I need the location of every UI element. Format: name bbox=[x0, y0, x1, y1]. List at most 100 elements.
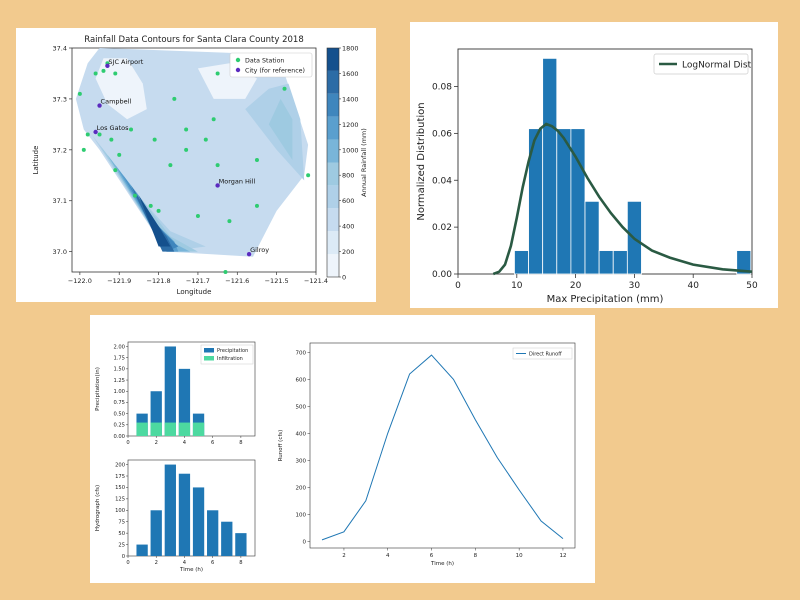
x-axis-label: Longitude bbox=[177, 288, 212, 296]
colorbar-level bbox=[327, 185, 339, 209]
y-tick-label: 200 bbox=[115, 462, 125, 468]
legend-label: Data Station bbox=[245, 58, 284, 65]
colorbar-level bbox=[327, 162, 339, 186]
y-axis-label: Latitude bbox=[32, 146, 40, 175]
x-tick-label: 50 bbox=[746, 281, 758, 291]
data-station-point bbox=[129, 127, 134, 132]
legend-marker bbox=[235, 57, 241, 63]
y-tick-label: 37.3 bbox=[53, 95, 67, 103]
precipitation-chart: 0 2 4 6 8 0.00 0.25 0.50 0.75 1.00 1.25 1.50 1.75 2.0… bbox=[95, 341, 256, 445]
data-station-point bbox=[117, 152, 122, 157]
y-tick-label: 500 bbox=[296, 404, 307, 410]
y-tick-label: 175 bbox=[115, 474, 125, 480]
contour-east-1 bbox=[268, 98, 293, 160]
city-label: Los Gatos bbox=[97, 124, 129, 132]
y-tick-label: 600 bbox=[296, 377, 307, 383]
y-tick-label: 50 bbox=[118, 531, 125, 537]
y-axis-label: Hydrograph (cfs) bbox=[95, 485, 101, 531]
x-tick-label: −121.5 bbox=[265, 277, 289, 285]
x-tick-label: −121.8 bbox=[147, 277, 171, 285]
colorbar-level bbox=[327, 48, 339, 71]
x-axis-label: Time (h) bbox=[179, 567, 203, 573]
data-station-point bbox=[93, 71, 98, 76]
x-tick-label: 0 bbox=[126, 560, 129, 566]
histogram-chart: 0 10 20 30 40 50 0.00 0.02 0.04 0.06 0.08 Max Preci… bbox=[416, 48, 758, 305]
plot-area bbox=[309, 342, 576, 549]
colorbar-level bbox=[327, 70, 339, 94]
city-point bbox=[246, 251, 252, 257]
y-tick-label: 0.00 bbox=[432, 270, 452, 280]
x-tick-label: 10 bbox=[516, 553, 523, 559]
y-axis-label: Runoff (cfs) bbox=[278, 430, 284, 462]
histogram-bar bbox=[542, 57, 558, 275]
data-station-point bbox=[77, 91, 82, 96]
contour-map-chart: Rainfall Data Contours for Santa Clara C… bbox=[32, 35, 368, 296]
histogram-bar bbox=[612, 250, 628, 275]
plot-area bbox=[127, 459, 256, 557]
x-tick-label: 30 bbox=[629, 281, 641, 291]
colorbar-tick-label: 1000 bbox=[342, 146, 359, 154]
runoff-chart: 2 4 6 8 10 12 0 100 200 300 400 500 600 700 Time (h) Ru… bbox=[278, 342, 576, 567]
colorbar-tick-label: 200 bbox=[342, 248, 354, 256]
y-tick-label: 0.50 bbox=[113, 411, 125, 417]
city-point bbox=[215, 183, 220, 188]
x-tick-label: 2 bbox=[155, 560, 158, 566]
colorbar-tick-label: 800 bbox=[342, 172, 354, 180]
data-station-point bbox=[168, 163, 173, 168]
city-label: SJC Airport bbox=[108, 58, 143, 66]
y-tick-label: 100 bbox=[296, 512, 307, 518]
data-station-point bbox=[152, 137, 157, 142]
colorbar-tick-label: 600 bbox=[342, 197, 354, 205]
legend-swatch bbox=[204, 356, 214, 361]
colorbar-level bbox=[327, 116, 339, 140]
y-tick-label: 400 bbox=[296, 431, 307, 437]
x-tick-label: 4 bbox=[183, 440, 187, 445]
y-tick-label: 0.06 bbox=[432, 129, 452, 139]
colorbar-tick-label: 1600 bbox=[342, 70, 359, 78]
precipitation-bar bbox=[164, 346, 176, 436]
x-axis-label: Time (h) bbox=[430, 561, 454, 567]
x-tick-label: 40 bbox=[687, 281, 699, 291]
hydrograph-panel: 0 2 4 6 8 0.00 0.25 0.50 0.75 1.00 1.25 1.50 1.75 2.0… bbox=[90, 315, 595, 583]
infiltration-bar bbox=[150, 422, 162, 436]
x-tick-label: 6 bbox=[211, 440, 214, 445]
legend-box bbox=[229, 52, 313, 78]
x-tick-label: 0 bbox=[455, 281, 461, 291]
legend-box bbox=[512, 347, 573, 360]
contour-band-7 bbox=[138, 195, 171, 247]
legend-box bbox=[653, 53, 749, 75]
legend-label: City (for reference) bbox=[245, 68, 305, 75]
data-station-point bbox=[81, 147, 86, 152]
colorbar-tick-label: 1200 bbox=[342, 121, 359, 129]
runoff-line bbox=[321, 354, 564, 541]
y-tick-label: 125 bbox=[115, 497, 125, 503]
colorbar-tick-label: 400 bbox=[342, 223, 354, 231]
precipitation-bar bbox=[150, 391, 162, 436]
infiltration-bar bbox=[178, 422, 191, 436]
y-tick-label: 1.50 bbox=[113, 367, 125, 373]
colorbar-tick-label: 1800 bbox=[342, 45, 359, 53]
y-tick-label: 37.4 bbox=[53, 45, 67, 53]
colorbar-level bbox=[327, 254, 339, 277]
legend-label: Infiltration bbox=[217, 356, 243, 362]
legend-marker bbox=[235, 67, 241, 73]
colorbar-level bbox=[327, 208, 339, 232]
data-station-point bbox=[109, 137, 114, 142]
colorbar-label: Annual Rainfall (mm) bbox=[360, 128, 368, 197]
contour-band-0 bbox=[83, 124, 257, 252]
city-label: Campbell bbox=[101, 98, 132, 106]
city-label: Morgan Hill bbox=[219, 177, 256, 185]
y-tick-label: 1.75 bbox=[113, 355, 125, 361]
y-axis-label: Precipitation(in) bbox=[95, 367, 101, 411]
x-tick-label: −121.7 bbox=[186, 277, 210, 285]
x-tick-label: −122.0 bbox=[68, 277, 92, 285]
data-station-point bbox=[223, 270, 228, 274]
y-tick-label: 200 bbox=[296, 485, 307, 491]
y-tick-label: 700 bbox=[296, 350, 307, 356]
histogram-panel: 0 10 20 30 40 50 0.00 0.02 0.04 0.06 0.08 Max Preci… bbox=[410, 22, 778, 308]
x-tick-label: 4 bbox=[386, 553, 390, 559]
x-tick-label: −121.6 bbox=[225, 277, 249, 285]
colorbar-level bbox=[327, 231, 339, 255]
data-station-point bbox=[148, 203, 153, 208]
hydrograph-chart: 0 2 4 6 8 0 25 50 75 100 125 150 175 200 Time (h) Hydro… bbox=[95, 459, 256, 573]
